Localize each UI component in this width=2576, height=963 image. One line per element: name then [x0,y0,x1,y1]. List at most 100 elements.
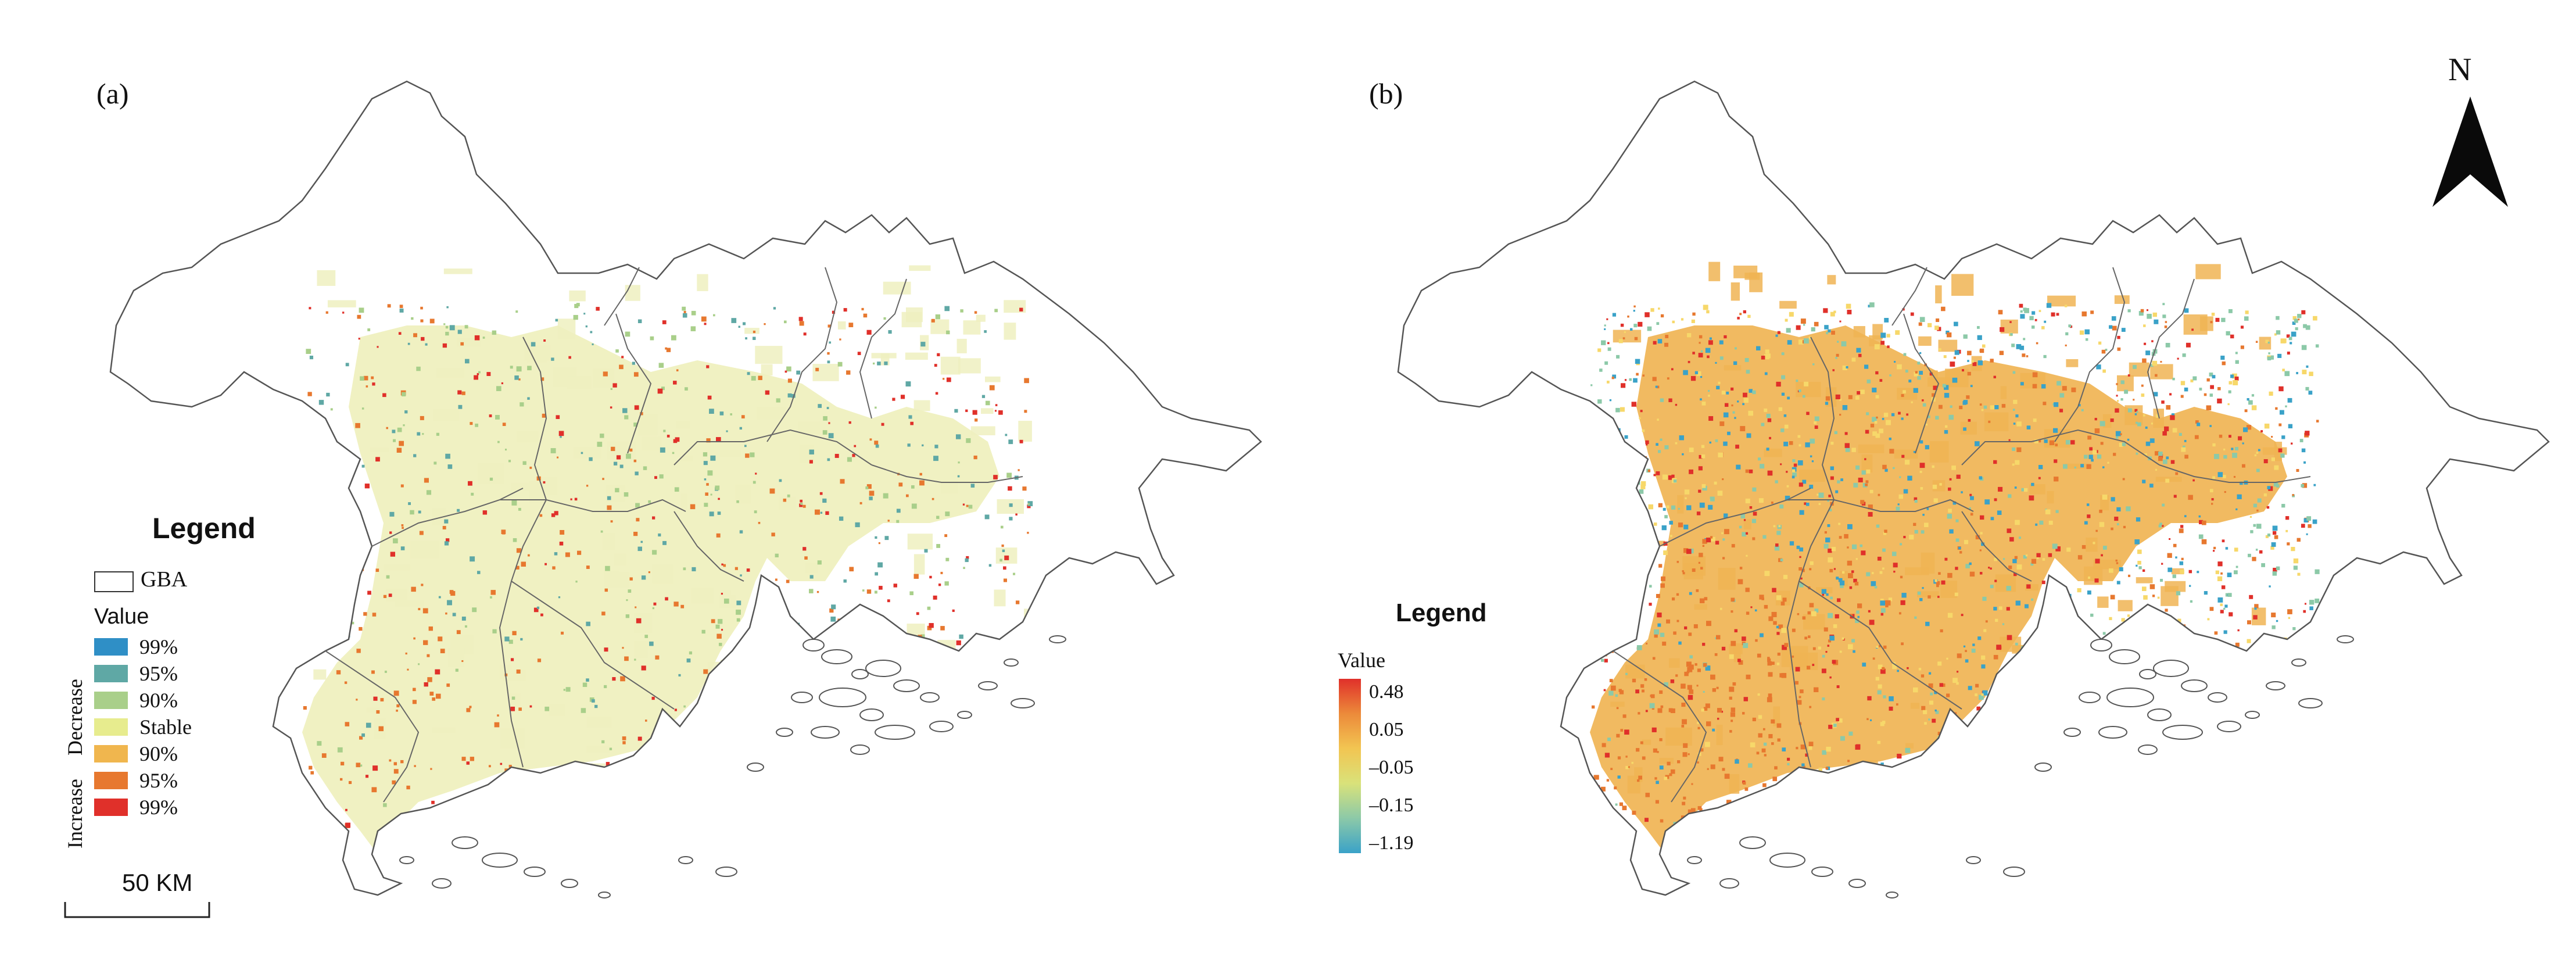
pixel-cell [1685,497,1687,500]
pixel-cell [891,817,897,822]
pixel-cell [1777,738,1780,742]
pixel-cell [2169,393,2172,396]
pixel-cell [2029,316,2034,321]
pixel-cell [2142,569,2145,572]
pixel-cell [2249,595,2253,599]
pixel-cell [2274,333,2277,336]
pixel-cell [2156,640,2160,645]
pixel-cell [956,640,961,646]
pixel-cell [1753,511,1757,516]
pixel-cell [2122,442,2126,446]
pixel-cell [683,705,686,708]
pixel-cell [531,342,536,347]
pixel-cell [1822,593,1825,596]
pixel-cell [2079,330,2084,335]
fill-cell [1764,448,1782,457]
pixel-cell [1699,342,1701,344]
pixel-cell [2305,325,2310,330]
pixel-cell [962,503,965,506]
pixel-cell [2188,495,2193,500]
pixel-cell [2115,746,2120,751]
pixel-cell [1658,307,1660,310]
city-boundary [1613,650,1707,803]
fill-cell [313,669,327,680]
pixel-cell [540,613,543,617]
pixel-cell [2025,743,2029,747]
pixel-cell [1688,632,1692,636]
pixel-cell [1963,645,1966,647]
pixel-cell [966,802,970,806]
pixel-cell [1724,335,1727,339]
pixel-cell [2297,572,2301,576]
pixel-cell [1594,456,1600,461]
pixel-cell [351,621,354,625]
pixel-cell [693,808,696,810]
pixel-cell [2279,410,2284,415]
pixel-cell [1797,613,1800,615]
pixel-cell [1956,682,1959,685]
pixel-cell [1817,493,1819,496]
pixel-cell [1977,796,1982,801]
pixel-cell [1661,576,1666,581]
pixel-cell [1884,318,1889,323]
pixel-cell [2116,400,2119,402]
pixel-cell [2081,649,2087,654]
pixel-cell [1797,700,1802,705]
pixel-cell [629,448,633,452]
pixel-cell [1830,596,1833,600]
pixel-cell [1706,721,1711,726]
pixel-cell [611,820,615,824]
pixel-cell [1678,507,1680,510]
pixel-cell [2184,387,2188,392]
pixel-cell [2078,721,2082,725]
pixel-cell [1751,806,1755,810]
pixel-cell [1792,459,1796,463]
pixel-cell [1781,352,1785,356]
pixel-cell [356,649,361,653]
pixel-cell [628,589,632,593]
fill-cell [2236,674,2247,696]
pixel-cell [424,822,429,827]
pixel-cell [2015,600,2020,606]
pixel-cell [1746,554,1748,557]
pixel-cell [1904,790,1909,794]
pixel-cell [532,775,538,780]
pixel-cell [2040,742,2043,745]
pixel-cell [2118,633,2122,636]
pixel-cell [1847,783,1850,786]
pixel-cell [2263,656,2265,658]
pixel-cell [427,654,430,657]
fill-cell [366,707,380,713]
pixel-cell [1845,447,1850,452]
pixel-cell [1963,400,1968,404]
pixel-cell [1913,388,1918,393]
pixel-cell [715,811,721,817]
pixel-cell [2243,427,2248,432]
pixel-cell [399,305,403,309]
fill-cell [511,482,533,491]
pixel-cell [911,485,915,489]
fill-cell [1018,421,1032,442]
pixel-cell [1605,513,1609,517]
pixel-cell [1914,529,1918,534]
pixel-cell [968,770,973,775]
pixel-cell [767,814,771,818]
pixel-cell [2314,657,2317,660]
pixel-cell [2209,373,2213,377]
pixel-cell [2230,374,2234,378]
pixel-cell [2298,646,2302,650]
fill-cell [958,358,981,374]
pixel-cell [1871,807,1876,812]
fill-cell [602,533,615,550]
pixel-cell [1981,409,1984,411]
pixel-cell [2301,708,2306,714]
pixel-cell [2009,673,2013,678]
pixel-cell [593,794,598,800]
pixel-cell [1938,815,1941,819]
city-boundary [604,267,640,326]
pixel-cell [2172,574,2176,578]
pixel-cell [2222,361,2226,366]
pixel-cell [663,429,666,432]
pixel-cell [422,608,428,614]
pixel-cell [952,658,958,664]
